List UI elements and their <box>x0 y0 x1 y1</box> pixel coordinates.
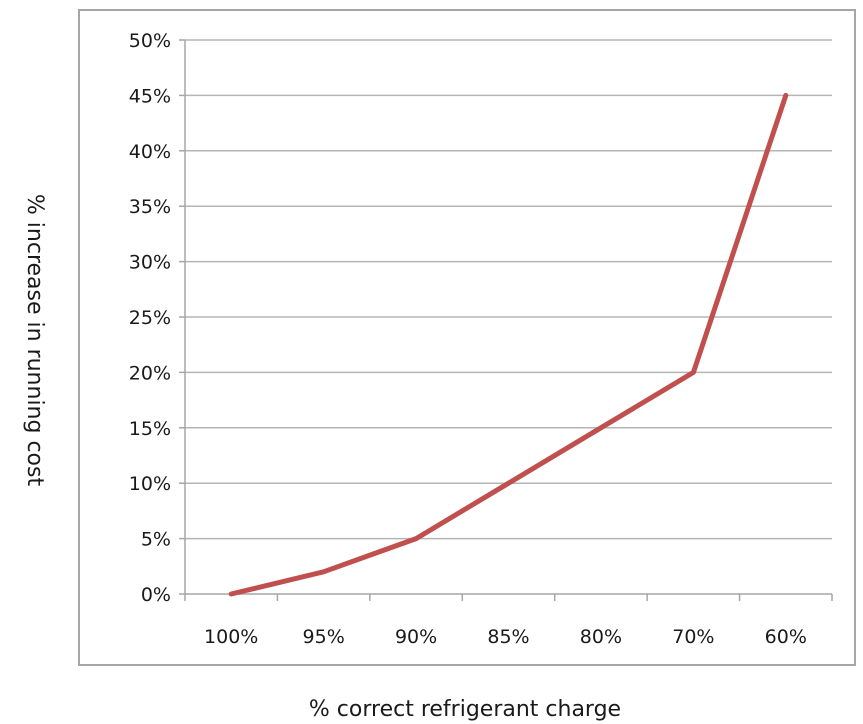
y-tick-label: 5% <box>141 529 171 551</box>
y-tick-label: 50% <box>129 30 171 52</box>
y-tick-label: 15% <box>129 418 171 440</box>
chart-frame <box>78 9 856 666</box>
y-tick-label: 45% <box>129 85 171 107</box>
x-tick-label: 100% <box>204 626 258 648</box>
y-tick-label: 40% <box>129 141 171 163</box>
series-group <box>228 92 789 597</box>
x-axis-label: % correct refrigerant charge <box>309 697 621 722</box>
x-tick-label: 70% <box>672 626 714 648</box>
x-tick-label: 80% <box>580 626 622 648</box>
x-axis-ticks: 100% 95% 90% 85% 80% 70% 60% <box>184 593 833 648</box>
gridlines <box>185 39 832 540</box>
y-tick-label: 25% <box>129 307 171 329</box>
x-tick-label: 90% <box>395 626 437 648</box>
y-tick-label: 0% <box>141 584 171 606</box>
y-tick-label: 30% <box>129 252 171 274</box>
series-line <box>228 92 789 597</box>
x-tick-label: 60% <box>765 626 807 648</box>
y-tick-label: 35% <box>129 196 171 218</box>
y-tick-label: 10% <box>129 473 171 495</box>
y-axis-label: % increase in running cost <box>22 194 47 487</box>
y-axis-ticks: 0% 5% 10% 15% 20% 25% 30% 35% 40% 45% 50% <box>129 30 186 606</box>
x-tick-label: 95% <box>303 626 345 648</box>
x-tick-label: 85% <box>487 626 529 648</box>
y-tick-label: 20% <box>129 362 171 384</box>
